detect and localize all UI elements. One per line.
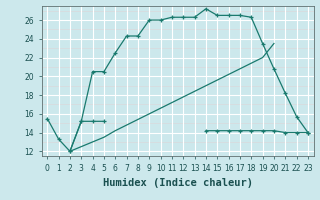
- X-axis label: Humidex (Indice chaleur): Humidex (Indice chaleur): [103, 178, 252, 188]
